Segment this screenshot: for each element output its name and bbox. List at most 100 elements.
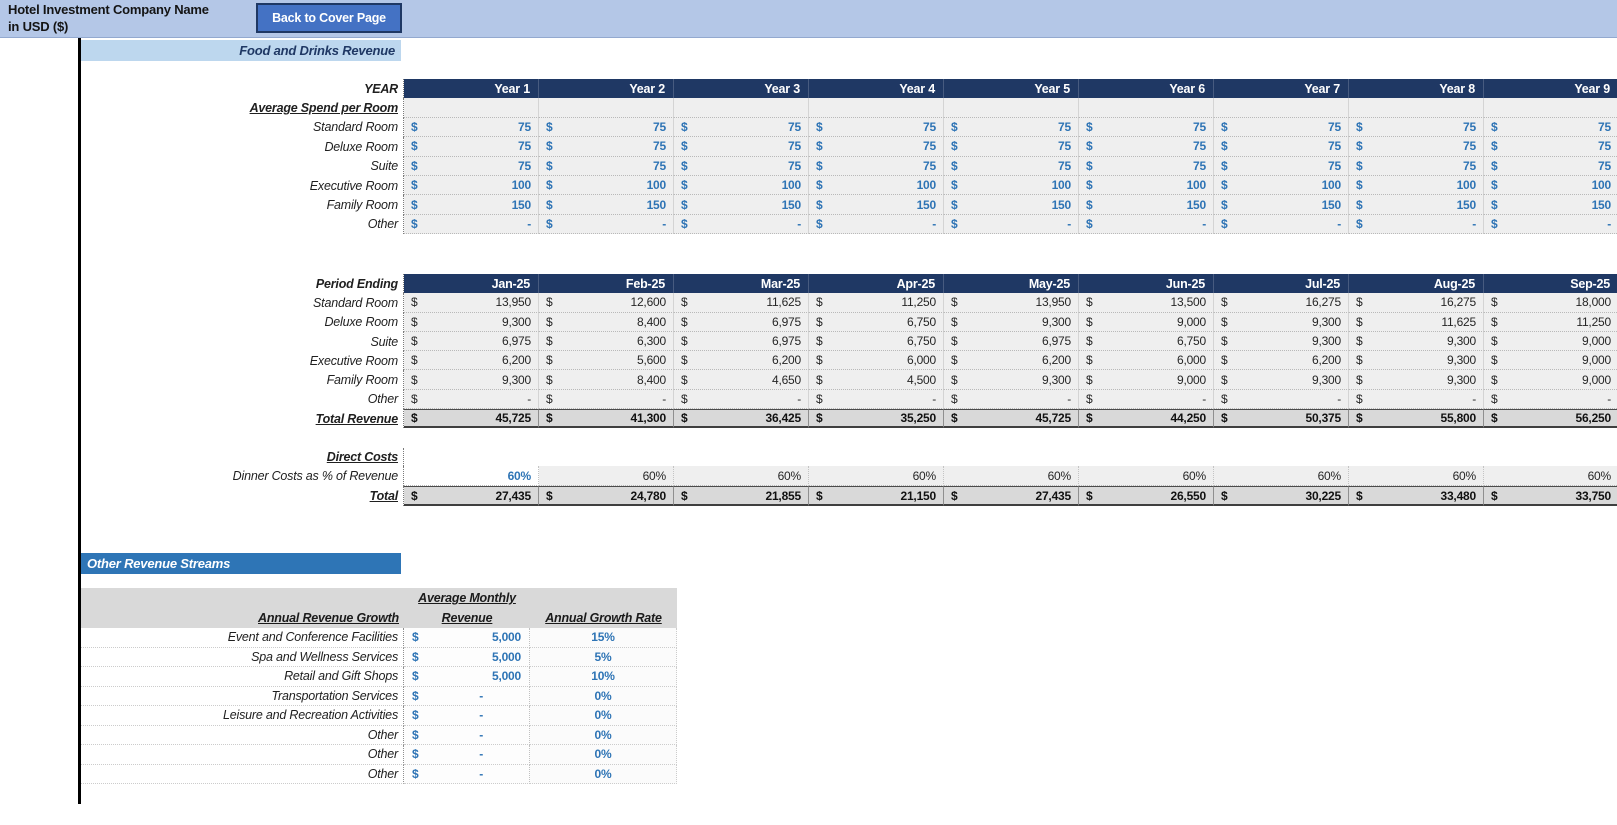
spend-value-cell[interactable]: $75 bbox=[1079, 156, 1214, 176]
monthly-value-cell[interactable]: $ - bbox=[1214, 389, 1349, 410]
spend-value-cell[interactable]: $75 bbox=[1349, 137, 1484, 157]
spend-value-cell[interactable]: $ - bbox=[1079, 214, 1214, 235]
spend-value-cell[interactable]: $ - bbox=[1484, 214, 1617, 235]
monthly-total-cell[interactable]: $45,725 bbox=[944, 409, 1079, 429]
spend-value-cell[interactable]: $75 bbox=[539, 137, 674, 157]
back-to-cover-button[interactable]: Back to Cover Page bbox=[256, 3, 402, 33]
monthly-value-cell[interactable]: $8,400 bbox=[539, 370, 674, 390]
spend-empty-cell[interactable] bbox=[809, 98, 944, 118]
spend-value-cell[interactable]: $150 bbox=[1214, 195, 1349, 215]
spend-value-cell[interactable]: $100 bbox=[809, 175, 944, 196]
monthly-value-cell[interactable]: $9,300 bbox=[944, 370, 1079, 390]
monthly-total-cell[interactable]: $35,250 bbox=[809, 409, 944, 429]
spend-value-cell[interactable]: $75 bbox=[944, 117, 1079, 138]
monthly-total-cell[interactable]: $36,425 bbox=[674, 409, 809, 429]
spend-value-cell[interactable]: $75 bbox=[944, 137, 1079, 157]
monthly-total-cell[interactable]: $55,800 bbox=[1349, 409, 1484, 429]
stream-growth-cell[interactable]: 0% bbox=[530, 706, 677, 726]
direct-total-cell[interactable]: $21,855 bbox=[674, 486, 809, 506]
percent-cell[interactable]: 60% bbox=[1079, 466, 1214, 486]
monthly-value-cell[interactable]: $12,600 bbox=[539, 293, 674, 313]
spend-value-cell[interactable]: $150 bbox=[539, 195, 674, 215]
percent-cell[interactable]: 60% bbox=[1349, 466, 1484, 486]
spend-value-cell[interactable]: $75 bbox=[404, 117, 539, 138]
spend-value-cell[interactable]: $ - bbox=[1349, 214, 1484, 235]
monthly-value-cell[interactable]: $11,250 bbox=[809, 293, 944, 313]
stream-revenue-cell[interactable]: $5,000 bbox=[404, 628, 530, 648]
monthly-value-cell[interactable]: $9,000 bbox=[1079, 370, 1214, 390]
spend-value-cell[interactable]: $75 bbox=[1484, 117, 1617, 138]
direct-total-cell[interactable]: $26,550 bbox=[1079, 486, 1214, 506]
stream-revenue-cell[interactable]: $ - bbox=[404, 764, 530, 784]
monthly-value-cell[interactable]: $9,000 bbox=[1484, 351, 1617, 371]
spend-value-cell[interactable]: $100 bbox=[944, 175, 1079, 196]
spend-empty-cell[interactable] bbox=[674, 98, 809, 118]
monthly-value-cell[interactable]: $18,000 bbox=[1484, 293, 1617, 313]
spend-value-cell[interactable]: $75 bbox=[1484, 137, 1617, 157]
monthly-value-cell[interactable]: $6,975 bbox=[404, 331, 539, 352]
monthly-value-cell[interactable]: $13,950 bbox=[944, 293, 1079, 313]
stream-revenue-cell[interactable]: $ - bbox=[404, 725, 530, 745]
monthly-total-cell[interactable]: $41,300 bbox=[539, 409, 674, 429]
monthly-value-cell[interactable]: $9,300 bbox=[404, 370, 539, 390]
spend-empty-cell[interactable] bbox=[1349, 98, 1484, 118]
monthly-total-cell[interactable]: $44,250 bbox=[1079, 409, 1214, 429]
spend-empty-cell[interactable] bbox=[1214, 98, 1349, 118]
monthly-value-cell[interactable]: $6,000 bbox=[1079, 351, 1214, 371]
spend-value-cell[interactable]: $75 bbox=[809, 137, 944, 157]
direct-total-cell[interactable]: $33,750 bbox=[1484, 486, 1617, 506]
monthly-value-cell[interactable]: $9,300 bbox=[404, 312, 539, 332]
spend-value-cell[interactable]: $100 bbox=[674, 175, 809, 196]
stream-growth-cell[interactable]: 0% bbox=[530, 745, 677, 765]
monthly-value-cell[interactable]: $ - bbox=[404, 389, 539, 410]
stream-revenue-cell[interactable]: $ - bbox=[404, 745, 530, 765]
monthly-value-cell[interactable]: $9,300 bbox=[1214, 370, 1349, 390]
spend-value-cell[interactable]: $100 bbox=[1349, 175, 1484, 196]
monthly-value-cell[interactable]: $6,300 bbox=[539, 331, 674, 352]
spend-empty-cell[interactable] bbox=[1079, 98, 1214, 118]
spend-value-cell[interactable]: $ - bbox=[674, 214, 809, 235]
stream-growth-cell[interactable]: 0% bbox=[530, 764, 677, 784]
monthly-value-cell[interactable]: $6,200 bbox=[674, 351, 809, 371]
monthly-value-cell[interactable]: $9,000 bbox=[1484, 331, 1617, 352]
monthly-value-cell[interactable]: $ - bbox=[1079, 389, 1214, 410]
spend-value-cell[interactable]: $75 bbox=[1214, 117, 1349, 138]
monthly-value-cell[interactable]: $11,625 bbox=[1349, 312, 1484, 332]
monthly-value-cell[interactable]: $6,750 bbox=[809, 331, 944, 352]
stream-revenue-cell[interactable]: $5,000 bbox=[404, 647, 530, 667]
monthly-value-cell[interactable]: $6,750 bbox=[1079, 331, 1214, 352]
monthly-value-cell[interactable]: $5,600 bbox=[539, 351, 674, 371]
monthly-value-cell[interactable]: $9,300 bbox=[1349, 331, 1484, 352]
spend-value-cell[interactable]: $150 bbox=[1349, 195, 1484, 215]
spend-value-cell[interactable]: $75 bbox=[674, 117, 809, 138]
monthly-value-cell[interactable]: $6,200 bbox=[404, 351, 539, 371]
percent-cell[interactable]: 60% bbox=[809, 466, 944, 486]
spend-value-cell[interactable]: $75 bbox=[809, 117, 944, 138]
spend-value-cell[interactable]: $75 bbox=[539, 117, 674, 138]
monthly-value-cell[interactable]: $13,950 bbox=[404, 293, 539, 313]
direct-total-cell[interactable]: $30,225 bbox=[1214, 486, 1349, 506]
monthly-value-cell[interactable]: $9,300 bbox=[1349, 370, 1484, 390]
spend-value-cell[interactable]: $75 bbox=[1349, 117, 1484, 138]
monthly-value-cell[interactable]: $4,500 bbox=[809, 370, 944, 390]
stream-growth-cell[interactable]: 0% bbox=[530, 725, 677, 745]
spend-value-cell[interactable]: $75 bbox=[674, 137, 809, 157]
spend-value-cell[interactable]: $ - bbox=[1214, 214, 1349, 235]
spend-value-cell[interactable]: $75 bbox=[539, 156, 674, 176]
spend-value-cell[interactable]: $75 bbox=[1214, 137, 1349, 157]
percent-cell[interactable]: 60% bbox=[1214, 466, 1349, 486]
monthly-total-cell[interactable]: $56,250 bbox=[1484, 409, 1617, 429]
spend-value-cell[interactable]: $75 bbox=[944, 156, 1079, 176]
spend-value-cell[interactable]: $ - bbox=[404, 214, 539, 235]
direct-total-cell[interactable]: $33,480 bbox=[1349, 486, 1484, 506]
monthly-value-cell[interactable]: $ - bbox=[809, 389, 944, 410]
spend-value-cell[interactable]: $150 bbox=[1484, 195, 1617, 215]
spend-value-cell[interactable]: $100 bbox=[1214, 175, 1349, 196]
direct-total-cell[interactable]: $21,150 bbox=[809, 486, 944, 506]
monthly-value-cell[interactable]: $6,000 bbox=[809, 351, 944, 371]
monthly-value-cell[interactable]: $ - bbox=[1484, 389, 1617, 410]
monthly-value-cell[interactable]: $6,750 bbox=[809, 312, 944, 332]
spend-value-cell[interactable]: $75 bbox=[674, 156, 809, 176]
spend-value-cell[interactable]: $75 bbox=[404, 137, 539, 157]
monthly-value-cell[interactable]: $ - bbox=[944, 389, 1079, 410]
